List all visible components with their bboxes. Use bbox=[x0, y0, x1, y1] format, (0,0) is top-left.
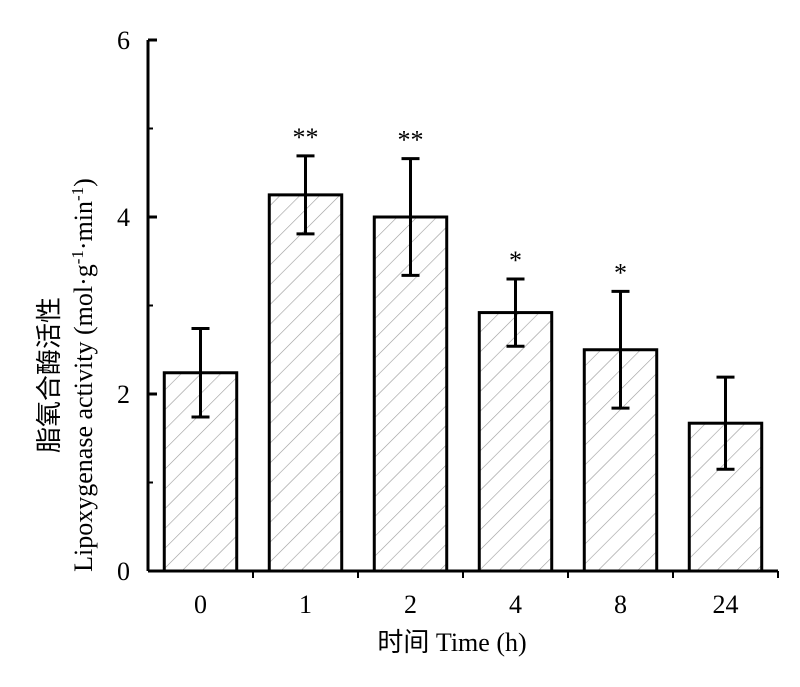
x-axis-title: 时间 Time (h) bbox=[377, 628, 526, 657]
x-tick-label-8: 8 bbox=[614, 590, 627, 619]
significance-label-1: ** bbox=[293, 123, 319, 152]
x-tick-label-4: 4 bbox=[509, 590, 522, 619]
x-tick-label-24: 24 bbox=[713, 590, 739, 619]
significance-label-2: ** bbox=[398, 126, 424, 155]
y-axis-title-cn: 脂氧合酶活性 bbox=[35, 297, 64, 453]
bar-4 bbox=[477, 311, 554, 573]
y-tick-label-2: 2 bbox=[117, 380, 130, 409]
y-axis-title-sup1: -1 bbox=[68, 250, 87, 264]
y-axis-title-en: Lipoxygenase activity (mol·g-1·min-1) bbox=[68, 178, 98, 572]
y-axis-title-end: ) bbox=[69, 178, 98, 187]
x-tick-label-2: 2 bbox=[404, 590, 417, 619]
bars-group bbox=[162, 154, 764, 573]
significance-label-8: * bbox=[614, 258, 627, 287]
x-tick-label-0: 0 bbox=[194, 590, 207, 619]
axes-group bbox=[146, 38, 779, 578]
y-axis-title-sup2: -1 bbox=[68, 187, 87, 201]
bar-1 bbox=[267, 193, 344, 573]
y-axis-title-en-group: Lipoxygenase activity (mol·g-1·min-1) bbox=[68, 178, 98, 572]
y-tick-label-6: 6 bbox=[117, 26, 130, 55]
y-tick-label-0: 0 bbox=[117, 557, 130, 586]
y-axis-title-en-main: Lipoxygenase activity (mol·g bbox=[69, 264, 98, 572]
y-axis-title: 脂氧合酶活性 bbox=[35, 297, 64, 453]
y-axis-title-mid: ·min bbox=[69, 201, 98, 250]
y-tick-label-4: 4 bbox=[117, 203, 130, 232]
significance-label-4: * bbox=[509, 246, 522, 275]
x-tick-label-1: 1 bbox=[299, 590, 312, 619]
